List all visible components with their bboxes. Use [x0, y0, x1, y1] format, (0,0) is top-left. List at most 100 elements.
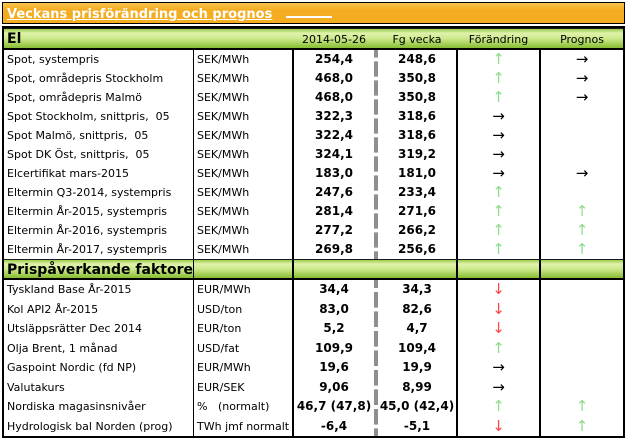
table-row: Eltermin År-2016, systempris SEK/MWh 277… [4, 221, 623, 240]
row-label: Spot, områdepris Malmö [4, 88, 194, 107]
row-label: Olja Brent, 1 månad [4, 338, 194, 358]
band-cell [194, 260, 294, 278]
change-arrow-icon: → [458, 164, 541, 183]
value-previous: 350,8 [378, 69, 458, 88]
forecast-arrow-icon: ↑ [575, 202, 589, 220]
value-current: 324,1 [294, 145, 378, 164]
value-previous: 34,3 [378, 280, 458, 300]
unit-cell: SEK/MWh [194, 164, 294, 183]
unit-cell: SEK/MWh [194, 50, 294, 69]
forecast-arrow-icon [541, 145, 623, 164]
value-previous: 350,8 [378, 88, 458, 107]
forecast-arrow-icon [541, 183, 623, 202]
value-current: 322,3 [294, 107, 378, 126]
forecast-arrow-icon: ↑ [575, 240, 589, 258]
column-header-prev-week: Fg vecka [392, 33, 442, 46]
column-header-date: 2014-05-26 [302, 33, 366, 46]
forecast-arrow-icon [541, 339, 623, 359]
value-previous: 248,6 [378, 50, 458, 69]
value-current: 19,6 [294, 358, 378, 378]
value-previous: 233,4 [378, 183, 458, 202]
value-previous: 181,0 [378, 164, 458, 183]
unit-cell: SEK/MWh [194, 69, 294, 88]
change-arrow-icon: ↑ [458, 69, 541, 88]
value-current: 254,4 [294, 50, 378, 69]
unit-cell: SEK/MWh [194, 145, 294, 164]
value-previous: 318,6 [378, 107, 458, 126]
value-previous: 8,99 [378, 377, 458, 397]
value-previous: 4,7 [378, 319, 458, 339]
table-row: Tyskland Base År-2015 EUR/MWh 34,4 34,3 … [4, 280, 623, 300]
value-previous: 266,2 [378, 221, 458, 240]
unit-cell: EUR/ton [194, 319, 294, 339]
band-cell [378, 260, 458, 278]
unit-cell: USD/fat [194, 338, 294, 358]
forecast-arrow-icon: ↑ [575, 397, 589, 415]
row-label: Spot DK Öst, snittpris, 05 [4, 145, 194, 164]
unit-cell: USD/ton [194, 299, 294, 319]
change-arrow-icon: ↑ [458, 221, 541, 240]
value-previous: 256,6 [378, 240, 458, 259]
band-cell [541, 260, 623, 278]
forecast-arrow-icon [541, 358, 623, 378]
row-label: Eltermin År-2017, systempris [4, 240, 194, 259]
row-label: Elcertifikat mars-2015 [4, 164, 194, 183]
table-row: Valutakurs EUR/SEK 9,06 8,99 → [4, 377, 623, 398]
table-row: Spot, områdepris Malmö SEK/MWh 468,0 350… [4, 88, 623, 107]
forecast-arrow-icon [541, 280, 623, 300]
row-label: Spot Stockholm, snittpris, 05 [4, 107, 194, 126]
section-title-factors: Prispåverkande faktorer [4, 260, 194, 278]
unit-cell: SEK/MWh [194, 221, 294, 240]
value-current: 468,0 [294, 88, 378, 107]
row-label: Eltermin År-2015, systempris [4, 202, 194, 221]
row-label: Eltermin Q3-2014, systempris [4, 183, 194, 202]
value-current: 281,4 [294, 202, 378, 221]
value-current: 9,06 [294, 377, 378, 397]
column-header-change: Förändring [468, 33, 529, 46]
value-current: 269,8 [294, 240, 378, 259]
table-row: Spot DK Öst, snittpris, 05 SEK/MWh 324,1… [4, 145, 623, 164]
value-previous: 109,4 [378, 338, 458, 358]
change-arrow-icon: ↑ [458, 88, 541, 107]
row-label: Valutakurs [4, 377, 194, 397]
change-arrow-icon: ↑ [458, 50, 541, 69]
unit-cell: EUR/MWh [194, 280, 294, 300]
column-header-forecast: Prognos [560, 33, 604, 46]
value-current: -6,4 [294, 416, 378, 436]
value-previous: -5,1 [378, 416, 458, 436]
change-arrow-icon: ↑ [458, 202, 541, 221]
change-arrow-icon: → [458, 107, 541, 126]
table-row: Olja Brent, 1 månad USD/fat 109,9 109,4 … [4, 338, 623, 359]
value-previous: 82,6 [378, 299, 458, 319]
value-current: 322,4 [294, 126, 378, 145]
change-arrow-icon: ↑ [458, 183, 541, 202]
change-arrow-icon: ↑ [458, 240, 541, 259]
row-label: Kol API2 År-2015 [4, 299, 194, 319]
value-current: 468,0 [294, 69, 378, 88]
table-row: Utsläppsrätter Dec 2014 EUR/ton 5,2 4,7 … [4, 319, 623, 339]
unit-cell: SEK/MWh [194, 202, 294, 221]
unit-cell: TWh jmf normalt [194, 416, 294, 436]
change-arrow-icon: ↑ [458, 338, 541, 358]
forecast-arrow-icon: ↑ [575, 416, 589, 435]
value-current: 183,0 [294, 164, 378, 183]
forecast-arrow-icon [541, 378, 623, 398]
forecast-arrow-icon: → [575, 88, 589, 106]
forecast-arrow-icon: → [575, 164, 589, 182]
unit-cell: % (normalt) [194, 397, 294, 417]
value-current: 34,4 [294, 280, 378, 300]
value-previous: 319,2 [378, 145, 458, 164]
table-row: Spot Stockholm, snittpris, 05 SEK/MWh 32… [4, 107, 623, 126]
value-current: 5,2 [294, 319, 378, 339]
table-row: Eltermin Q3-2014, systempris SEK/MWh 247… [4, 183, 623, 202]
section-title-el: El [7, 31, 22, 47]
forecast-arrow-icon: ↑ [575, 221, 589, 239]
value-previous: 318,6 [378, 126, 458, 145]
change-arrow-icon: → [458, 377, 541, 397]
row-label: Spot Malmö, snittpris, 05 [4, 126, 194, 145]
unit-cell: EUR/MWh [194, 358, 294, 378]
forecast-arrow-icon [541, 107, 623, 126]
value-current: 247,6 [294, 183, 378, 202]
value-current: 83,0 [294, 299, 378, 319]
row-label: Gaspoint Nordic (fd NP) [4, 358, 194, 378]
